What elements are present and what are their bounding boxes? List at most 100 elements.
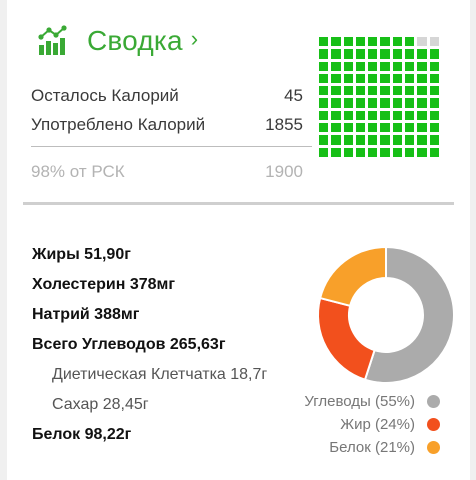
progress-cell-filled <box>331 37 341 47</box>
progress-cell-filled <box>343 147 353 157</box>
progress-cell-filled <box>368 37 378 47</box>
progress-cell-filled <box>429 110 439 121</box>
progress-cell-filled <box>319 61 329 71</box>
progress-cell-filled <box>429 73 439 84</box>
chart-legend: Углеводы (55%) Жир (24%) Белок (21%) <box>304 390 440 459</box>
progress-cell-filled <box>392 86 403 96</box>
progress-cell-filled <box>319 147 329 157</box>
progress-cell-filled <box>429 86 439 96</box>
progress-cell-filled <box>319 37 329 47</box>
progress-cell-filled <box>429 49 439 59</box>
progress-cell-filled <box>355 86 366 96</box>
progress-cell-filled <box>405 98 415 108</box>
progress-cell-filled <box>417 61 427 71</box>
legend-entry: Белок (21%) <box>304 436 440 458</box>
remaining-calories-label: Осталось Калорий <box>31 86 179 105</box>
progress-cell-filled <box>331 135 341 145</box>
donut-svg <box>317 245 455 384</box>
progress-cell-filled <box>380 61 390 71</box>
legend-entry: Углеводы (55%) <box>304 390 440 412</box>
progress-cell-filled <box>417 73 427 84</box>
legend-label: Жир (24%) <box>340 415 415 433</box>
progress-cell-filled <box>368 61 378 71</box>
nutrient-item: Холестерин 378мг <box>32 276 176 293</box>
progress-cell-filled <box>405 86 415 96</box>
progress-cell-filled <box>355 110 366 121</box>
donut-slice-Углеводы <box>363 245 455 384</box>
progress-cell-filled <box>343 49 353 59</box>
progress-cell-filled <box>392 110 403 121</box>
progress-cell-filled <box>343 98 353 108</box>
progress-cell-filled <box>368 98 378 108</box>
progress-cell-filled <box>392 73 403 84</box>
progress-cell-filled <box>319 49 329 59</box>
legend-label: Белок (21%) <box>329 438 415 456</box>
progress-cell-filled <box>429 135 439 145</box>
progress-cell-filled <box>380 86 390 96</box>
chevron-right-icon: › <box>190 26 199 51</box>
progress-cell-filled <box>380 49 390 59</box>
legend-label: Углеводы (55%) <box>304 392 415 410</box>
remaining-calories-value: 45 <box>284 86 303 105</box>
progress-cell-filled <box>319 98 329 108</box>
progress-cell-filled <box>405 110 415 121</box>
rsk-percent-label: 98% от РСК <box>31 162 125 181</box>
bar-chart-trend-icon <box>37 25 69 57</box>
nutrient-item: Сахар 28,45г <box>52 396 149 413</box>
progress-cell-filled <box>429 147 439 157</box>
legend-entry: Жир (24%) <box>304 413 440 435</box>
progress-cell-filled <box>355 147 366 157</box>
progress-cell-filled <box>405 73 415 84</box>
progress-cell-filled <box>368 86 378 96</box>
progress-cell-filled <box>343 123 353 133</box>
progress-cell-filled <box>380 110 390 121</box>
progress-cell-filled <box>392 49 403 59</box>
progress-cell-filled <box>380 73 390 84</box>
progress-cell-filled <box>331 73 341 84</box>
progress-cell-filled <box>417 110 427 121</box>
progress-cell-filled <box>405 135 415 145</box>
progress-cell-filled <box>380 135 390 145</box>
progress-cell-filled <box>368 147 378 157</box>
progress-cell-filled <box>331 147 341 157</box>
progress-cell-filled <box>319 123 329 133</box>
progress-cell-filled <box>380 37 390 47</box>
progress-cell-filled <box>392 37 403 47</box>
progress-cell-filled <box>331 61 341 71</box>
progress-cell-filled <box>405 49 415 59</box>
progress-cell-filled <box>331 123 341 133</box>
progress-cell-empty <box>429 37 439 47</box>
progress-cell-filled <box>331 98 341 108</box>
legend-swatch <box>427 440 440 454</box>
progress-cell-filled <box>405 147 415 157</box>
nutrient-item: Белок 98,22г <box>32 426 132 443</box>
progress-cell-filled <box>380 123 390 133</box>
progress-cell-filled <box>417 123 427 133</box>
progress-cell-filled <box>368 123 378 133</box>
summary-header-link[interactable]: Сводка › <box>37 20 198 62</box>
progress-cell-filled <box>417 135 427 145</box>
progress-cell-filled <box>343 110 353 121</box>
rsk-row: 98% от РСК 1900 <box>31 162 303 182</box>
section-divider <box>23 202 454 205</box>
progress-cell-filled <box>343 135 353 145</box>
progress-cell-filled <box>405 123 415 133</box>
progress-cell-filled <box>355 123 366 133</box>
progress-cell-filled <box>331 110 341 121</box>
progress-cell-filled <box>405 37 415 47</box>
rsk-value: 1900 <box>265 162 303 181</box>
progress-cell-filled <box>429 61 439 71</box>
legend-swatch <box>427 417 440 431</box>
nutrient-item: Диетическая Клетчатка 18,7г <box>52 366 268 383</box>
progress-cell-filled <box>355 37 366 47</box>
progress-cell-filled <box>355 135 366 145</box>
progress-cell-filled <box>429 123 439 133</box>
progress-cell-filled <box>380 147 390 157</box>
progress-cell-filled <box>319 135 329 145</box>
remaining-calories-row: Осталось Калорий 45 <box>31 86 303 106</box>
progress-cell-filled <box>368 110 378 121</box>
progress-cell-filled <box>331 86 341 96</box>
progress-cell-filled <box>319 110 329 121</box>
progress-cell-filled <box>429 98 439 108</box>
progress-cell-filled <box>343 61 353 71</box>
